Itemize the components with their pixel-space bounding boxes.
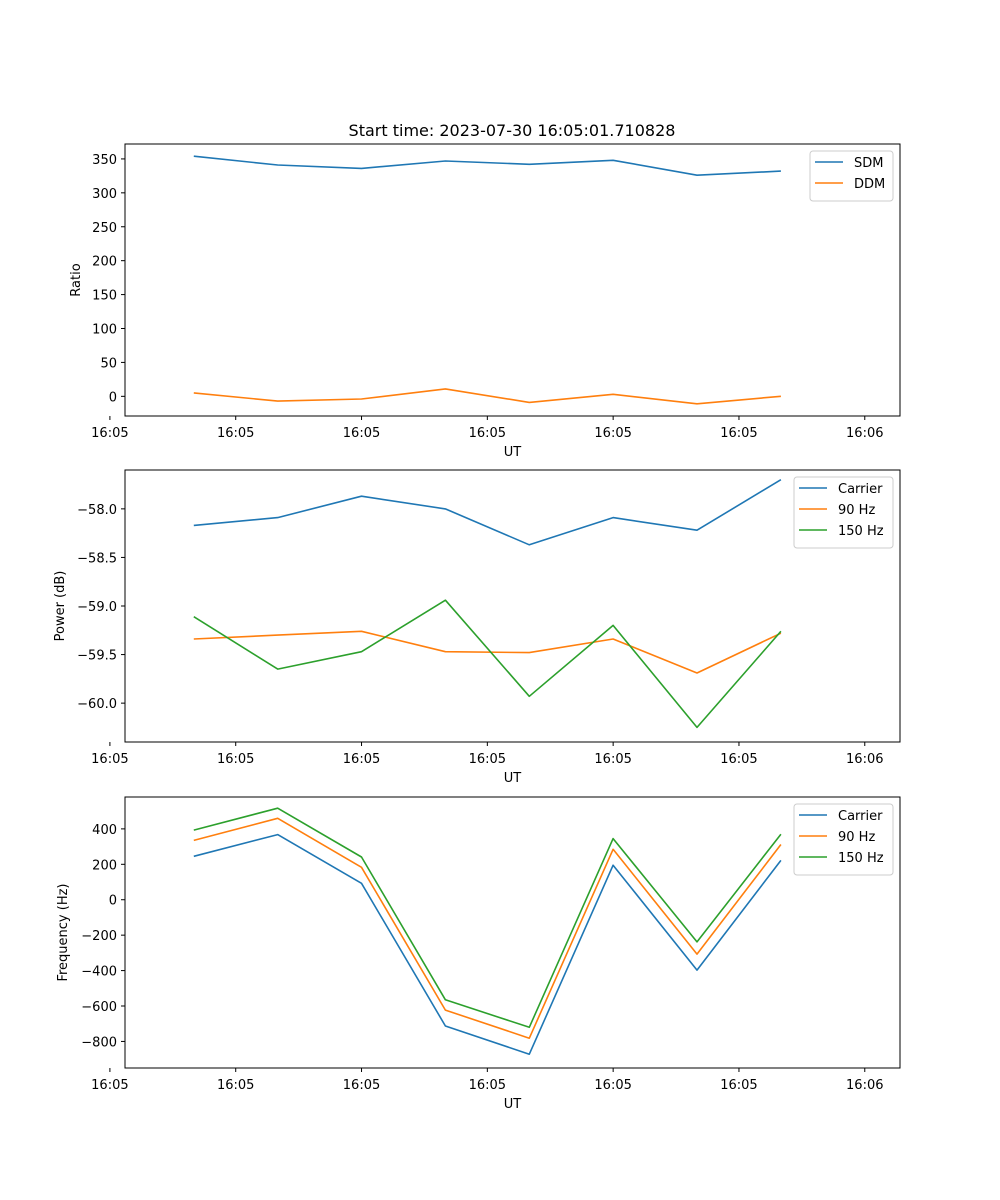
x-tick-label: 16:05 xyxy=(217,752,254,767)
x-tick-label: 16:05 xyxy=(594,426,631,441)
legend-entry-90-hz: 90 Hz xyxy=(838,830,875,845)
y-tick-label: −58.0 xyxy=(77,503,117,518)
legend-box xyxy=(809,150,894,202)
y-axis-label: Ratio xyxy=(69,263,84,296)
legend-entry-150-hz: 150 Hz xyxy=(838,524,884,539)
series-line-ddm xyxy=(193,388,781,405)
x-tick-label: 16:05 xyxy=(217,1078,254,1093)
x-tick-label: 16:05 xyxy=(469,426,506,441)
x-tick-label: 16:06 xyxy=(846,1078,883,1093)
legend: SDM DDM xyxy=(809,150,894,202)
y-tick-label: −400 xyxy=(81,965,117,980)
legend-entry-ddm: DDM xyxy=(854,177,885,192)
subplot-1: 16:05 16:05 16:05 16:05 16:05 16:05 16:06 0 50 10… xyxy=(69,143,901,460)
series-line-150-hz xyxy=(193,807,782,1029)
x-tick-label: 16:05 xyxy=(91,426,128,441)
legend: Carrier 90 Hz 150 Hz xyxy=(793,476,894,549)
x-tick-label: 16:05 xyxy=(217,426,254,441)
x-tick-label: 16:05 xyxy=(91,752,128,767)
y-axis-label: Frequency (Hz) xyxy=(56,883,71,981)
y-axis-label: Power (dB) xyxy=(53,571,68,642)
y-tick-label: 200 xyxy=(92,858,117,873)
x-tick-label: 16:05 xyxy=(469,1078,506,1093)
y-tick-label: 300 xyxy=(92,187,117,202)
plots-container: 16:05 16:05 16:05 16:05 16:05 16:05 16:06 0 50 10… xyxy=(53,143,901,1112)
y-tick-label: 400 xyxy=(92,823,117,838)
y-tick-label: −59.0 xyxy=(77,600,117,615)
legend-entry-carrier: Carrier xyxy=(838,482,883,497)
series-line-90-hz xyxy=(193,630,782,674)
y-tick-label: −200 xyxy=(81,929,117,944)
figure-title: Start time: 2023-07-30 16:05:01.710828 xyxy=(349,121,676,140)
y-tick-label: 0 xyxy=(109,894,117,909)
y-tick-label: 250 xyxy=(92,221,117,236)
axes-frame xyxy=(124,143,901,417)
x-tick-label: 16:05 xyxy=(594,752,631,767)
y-tick-label: 200 xyxy=(92,255,117,270)
series-line-carrier xyxy=(193,833,782,1055)
x-tick-label: 16:05 xyxy=(343,1078,380,1093)
x-axis-label: UT xyxy=(504,771,522,786)
x-tick-label: 16:06 xyxy=(846,752,883,767)
x-tick-label: 16:06 xyxy=(846,426,883,441)
y-tick-label: −800 xyxy=(81,1035,117,1050)
x-tick-label: 16:05 xyxy=(469,752,506,767)
axes-frame xyxy=(124,796,901,1069)
x-tick-label: 16:05 xyxy=(720,1078,757,1093)
series-line-90-hz xyxy=(193,817,782,1039)
y-tick-label: 100 xyxy=(92,322,117,337)
y-tick-label: 50 xyxy=(100,356,117,371)
x-tick-label: 16:05 xyxy=(343,752,380,767)
legend: Carrier 90 Hz 150 Hz xyxy=(793,803,894,876)
legend-entry-90-hz: 90 Hz xyxy=(838,503,875,518)
legend-entry-sdm: SDM xyxy=(854,156,883,171)
y-tick-label: 0 xyxy=(109,390,117,405)
y-tick-label: −58.5 xyxy=(77,551,117,566)
legend-entry-carrier: Carrier xyxy=(838,809,883,824)
y-tick-label: −600 xyxy=(81,1000,117,1015)
y-tick-label: −60.0 xyxy=(77,697,117,712)
series-line-carrier xyxy=(193,479,782,546)
x-axis-label: UT xyxy=(504,445,522,460)
subplot-3: 16:05 16:05 16:05 16:05 16:05 16:05 16:06 −800 −… xyxy=(56,796,901,1112)
x-tick-label: 16:05 xyxy=(91,1078,128,1093)
x-axis-label: UT xyxy=(504,1097,522,1112)
series-line-150-hz xyxy=(193,599,782,729)
x-tick-label: 16:05 xyxy=(720,426,757,441)
x-tick-label: 16:05 xyxy=(594,1078,631,1093)
subplot-2: 16:05 16:05 16:05 16:05 16:05 16:05 16:06 −60.0… xyxy=(53,469,901,786)
y-tick-label: 350 xyxy=(92,153,117,168)
y-tick-label: −59.5 xyxy=(77,649,117,664)
y-tick-label: 150 xyxy=(92,289,117,304)
x-tick-label: 16:05 xyxy=(720,752,757,767)
legend-entry-150-hz: 150 Hz xyxy=(838,851,884,866)
x-tick-label: 16:05 xyxy=(343,426,380,441)
series-line-sdm xyxy=(193,155,781,176)
